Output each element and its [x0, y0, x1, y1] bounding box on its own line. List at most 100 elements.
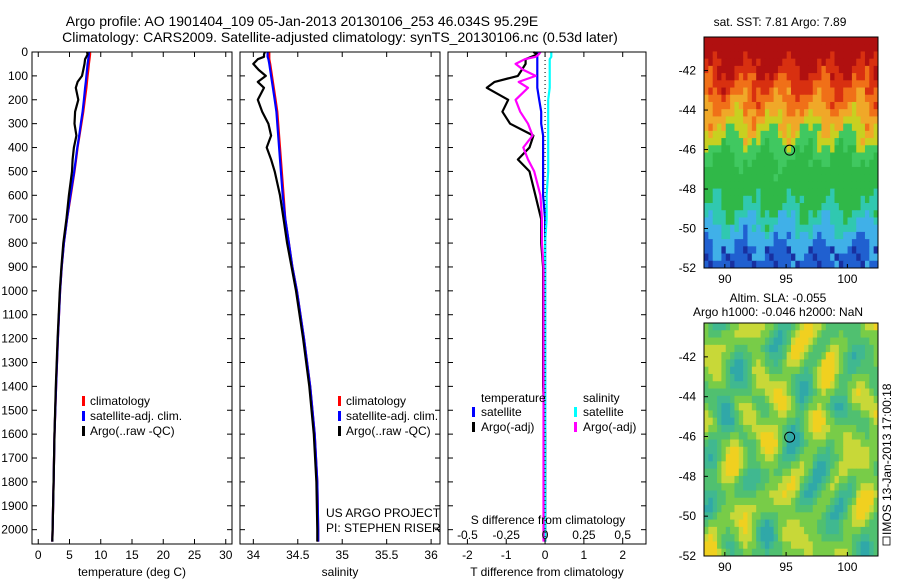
sst-cell [873, 188, 878, 197]
sla-cell [869, 432, 875, 440]
sst-cell [743, 239, 748, 247]
sst-cell [751, 231, 757, 240]
sst-cell [734, 231, 740, 240]
sst-cell [869, 174, 875, 182]
sla-cell [847, 505, 853, 513]
sst-cell [799, 246, 805, 254]
sla-cell [812, 468, 818, 477]
sst-cell [838, 224, 844, 233]
sla-cell [730, 359, 735, 368]
sst-cell [738, 253, 744, 262]
sst-cell [730, 152, 735, 161]
sla-cell [747, 519, 753, 528]
sla-cell [712, 505, 718, 513]
sst-cell [760, 152, 766, 161]
sla-cell [704, 483, 709, 491]
sst-cell [843, 65, 848, 74]
sst-cell [717, 130, 722, 139]
series-line-argo-raw-qc- [252, 51, 319, 542]
sst-cell [804, 116, 809, 125]
sla-cell [717, 359, 722, 368]
sla-cell [721, 403, 727, 411]
sst-cell [734, 246, 740, 254]
sst-cell [743, 224, 748, 233]
sst-cell [773, 246, 779, 254]
sla-cell [782, 475, 788, 484]
sst-cell [769, 130, 774, 139]
sst-cell [838, 101, 844, 110]
sst-cell [712, 246, 718, 254]
sla-cell [869, 548, 875, 556]
sst-cell [734, 80, 740, 88]
sst-cell [743, 73, 748, 81]
sla-cell [830, 526, 835, 535]
sla-cell [821, 424, 827, 433]
sla-cell [734, 352, 740, 360]
sla-cell [712, 424, 718, 433]
sla-cell [821, 439, 827, 448]
sla-cell [721, 352, 727, 360]
sla-cell [777, 534, 783, 542]
sla-cell [808, 454, 814, 462]
sst-cell [786, 231, 792, 240]
sst-cell [838, 116, 844, 125]
sla-cell [738, 439, 744, 448]
sst-field-cells [704, 37, 878, 268]
sst-cell [717, 253, 722, 262]
sst-cell [843, 181, 848, 189]
sst-cell [795, 260, 801, 268]
sst-cell [782, 37, 788, 45]
sla-cell [830, 330, 835, 338]
sst-cell [808, 217, 814, 226]
sst-cell [799, 80, 805, 88]
sst-cell [747, 87, 753, 96]
sla-cell [812, 359, 818, 368]
sst-cell [743, 174, 748, 182]
sla-cell [769, 395, 774, 404]
sla-cell [804, 417, 809, 426]
sla-cell [747, 424, 753, 433]
sst-cell [760, 145, 766, 153]
sla-cell [799, 359, 805, 368]
sst-cell [764, 138, 770, 146]
sst-cell [795, 44, 801, 52]
sla-cell [834, 330, 840, 338]
sst-cell [799, 239, 805, 247]
sst-cell [817, 239, 822, 247]
sst-cell [734, 101, 740, 110]
sla-cell [743, 439, 748, 448]
sla-cell [725, 548, 731, 556]
sla-cell [773, 366, 779, 375]
sla-cell [712, 344, 718, 353]
sla-cell [851, 490, 857, 499]
sla-cell [756, 359, 761, 368]
sla-cell [760, 352, 766, 360]
sla-cell [738, 454, 744, 462]
sst-cell [812, 58, 818, 67]
sla-cell [873, 468, 878, 477]
sst-cell [777, 246, 783, 254]
sst-cell [795, 109, 801, 117]
sla-cell [717, 395, 722, 404]
sla-cell [734, 548, 740, 556]
sst-cell [847, 130, 853, 139]
sla-cell [738, 497, 744, 506]
sla-cell [725, 388, 731, 397]
sst-cell [812, 130, 818, 139]
sst-cell [777, 94, 783, 103]
sla-cell [821, 417, 827, 426]
sst-cell [821, 181, 827, 189]
sst-cell [721, 109, 727, 117]
sst-cell [851, 109, 857, 117]
sst-cell [751, 138, 757, 146]
sla-cell [843, 344, 848, 353]
sst-cell [821, 224, 827, 233]
sla-cell [777, 483, 783, 491]
sla-cell [782, 497, 788, 506]
sst-cell [799, 203, 805, 211]
sla-cell [743, 330, 748, 338]
sla-cell [760, 381, 766, 389]
sla-cell [843, 526, 848, 535]
sla-cell [751, 323, 757, 331]
sla-cell [804, 403, 809, 411]
